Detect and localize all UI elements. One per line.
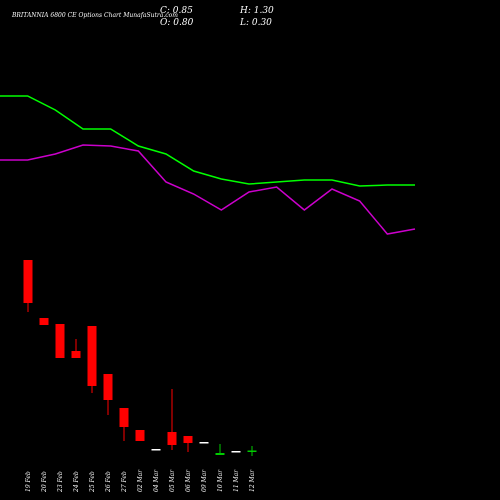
low-label: L: 0.30 xyxy=(239,18,272,28)
x-tick-label: 09 Mar xyxy=(201,469,208,492)
x-tick-label: 12 Mar xyxy=(249,469,256,492)
candle-body xyxy=(199,442,209,444)
candle-body xyxy=(119,408,129,427)
candle-body xyxy=(103,374,113,400)
candle-body xyxy=(183,436,193,443)
candle-body xyxy=(87,326,97,386)
x-tick-label: 11 Mar xyxy=(233,469,240,492)
candle-body xyxy=(151,449,161,451)
candle-body xyxy=(71,351,81,358)
high-label: H: 1.30 xyxy=(239,6,274,16)
open-label: O: 0.80 xyxy=(160,18,194,28)
x-tick-label: 20 Feb xyxy=(41,471,48,493)
candle-body xyxy=(215,453,225,455)
candle-body xyxy=(23,260,33,303)
candle-body xyxy=(39,318,49,325)
x-tick-label: 05 Mar xyxy=(169,469,176,492)
ma-line xyxy=(0,95,415,187)
x-tick-label: 23 Feb xyxy=(57,471,64,493)
candle-body xyxy=(167,432,177,445)
x-tick-label: 19 Feb xyxy=(25,471,32,492)
chart-title: BRITANNIA 6800 CE Options Chart MunafaSu… xyxy=(11,12,178,19)
x-tick-label: 24 Feb xyxy=(73,471,80,493)
candle-body xyxy=(231,451,241,453)
candle-body xyxy=(55,324,65,358)
x-tick-label: 26 Feb xyxy=(105,471,112,493)
candle-body xyxy=(135,430,145,441)
x-tick-label: 27 Feb xyxy=(121,471,128,493)
candle-body xyxy=(247,450,257,452)
x-tick-label: 04 Mar xyxy=(153,469,160,492)
x-tick-label: 02 Mar xyxy=(137,469,144,492)
x-tick-label: 25 Feb xyxy=(89,471,96,493)
ma-line xyxy=(0,144,416,235)
x-tick-label: 10 Mar xyxy=(217,469,224,492)
x-tick-label: 06 Mar xyxy=(185,469,192,492)
close-label: C: 0.85 xyxy=(160,6,193,16)
